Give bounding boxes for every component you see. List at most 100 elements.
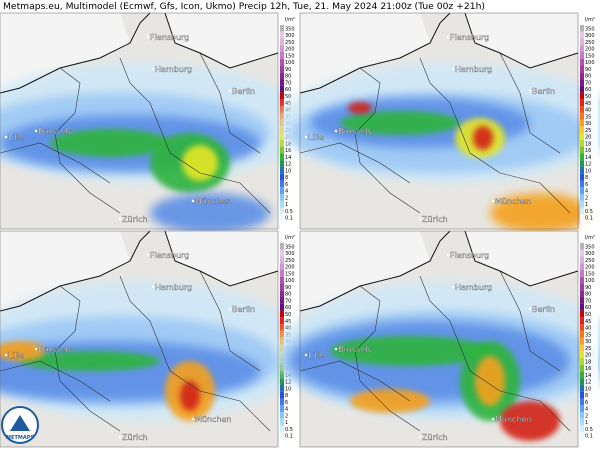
colorbar-unit: l/m²: [585, 235, 595, 241]
colorbar-swatch: [280, 330, 284, 338]
colorbar-swatch: [580, 25, 584, 32]
precip-area: [20, 351, 160, 371]
colorbar-label: 0.1: [285, 216, 293, 222]
colorbar-swatch: [280, 256, 284, 264]
colorbar-label: 70: [285, 80, 291, 86]
colorbar-swatch: [580, 160, 584, 167]
colorbar-swatch: [580, 283, 584, 291]
colorbar-label: 6: [285, 182, 288, 188]
city-dot: [334, 347, 338, 351]
city-dot: [146, 35, 150, 39]
city-label: Brussels: [38, 127, 72, 136]
colorbar-label: 250: [285, 258, 295, 264]
colorbar-swatch: [580, 126, 584, 134]
border-lines: [299, 270, 571, 432]
colorbar-label: 80: [285, 74, 291, 80]
colorbar-label: 150: [285, 271, 295, 277]
colorbar-swatch: [280, 243, 284, 250]
colorbar-swatch: [280, 58, 284, 66]
colorbar-label: 50: [585, 94, 591, 100]
city-label: Hamburg: [455, 283, 492, 292]
city-dot: [334, 129, 338, 133]
title: Metmaps.eu, Multimodel (Ecmwf, Gfs, Icon…: [3, 1, 485, 12]
colorbar-swatch: [580, 357, 584, 365]
colorbar-swatch: [280, 317, 284, 325]
precip-area: [500, 401, 560, 441]
colorbar-swatch: [580, 290, 584, 298]
colorbar-label: 250: [585, 258, 595, 264]
city-dot: [4, 135, 8, 139]
colorbar-label: 300: [285, 33, 295, 39]
colorbar-swatch: [580, 133, 584, 140]
colorbar-swatch: [280, 324, 284, 331]
colorbar-swatch: [580, 276, 584, 284]
colorbar-label: 10: [285, 168, 291, 174]
colorbar-swatch: [580, 58, 584, 66]
colorbar-label: 35: [585, 114, 591, 120]
colorbar-swatch: [280, 146, 284, 154]
colorbar-swatch: [280, 38, 284, 46]
colorbar-label: 12: [585, 380, 591, 386]
colorbar-label: 8: [585, 175, 588, 181]
colorbar-swatch: [580, 411, 584, 419]
colorbar-swatch: [280, 52, 284, 59]
city-label: München: [195, 197, 232, 206]
colorbar-swatch: [580, 351, 584, 358]
colorbar-swatch: [280, 160, 284, 167]
colorbar-label: 16: [585, 148, 591, 154]
colorbar-label: 60: [585, 305, 591, 311]
colorbar-swatch: [580, 65, 584, 73]
city-dot: [451, 67, 455, 71]
colorbar-swatch: [580, 344, 584, 352]
colorbar-label: 350: [585, 26, 595, 32]
colorbar-label: 300: [585, 33, 595, 39]
colorbar-label: 250: [585, 40, 595, 46]
colorbar-label: 0.1: [585, 434, 593, 440]
colorbar-label: 16: [285, 148, 291, 154]
colorbar-label: 40: [585, 326, 591, 332]
colorbar-swatch: [580, 52, 584, 59]
colorbar-label: 2: [285, 413, 288, 419]
colorbar-label: 70: [285, 298, 291, 304]
colorbar-swatch: [280, 133, 284, 140]
colorbar-label: 45: [585, 319, 591, 325]
colorbar-label: 14: [585, 155, 591, 161]
colorbar-swatch: [580, 337, 584, 345]
precip-area: [475, 356, 505, 406]
colorbar-label: 4: [285, 189, 288, 195]
city-dot: [151, 67, 155, 71]
colorbar-label: 0.5: [585, 427, 593, 433]
colorbar-swatch: [280, 200, 284, 208]
colorbar-label: 40: [285, 326, 291, 332]
colorbar-label: 6: [285, 400, 288, 406]
city-label: Hamburg: [455, 65, 492, 74]
colorbar-label: 1: [285, 202, 288, 208]
colorbar-swatch: [580, 243, 584, 250]
city-dot: [418, 435, 422, 439]
colorbar-swatch: [280, 214, 284, 221]
city-dot: [151, 285, 155, 289]
colorbar-swatch: [580, 193, 584, 201]
colorbar-label: 1: [585, 420, 588, 426]
colorbar-swatch: [280, 411, 284, 419]
colorbar-swatch: [580, 364, 584, 372]
colorbar-label: 4: [285, 407, 288, 413]
colorbar-swatch: [280, 384, 284, 392]
colorbar-label: 14: [585, 373, 591, 379]
colorbar-swatch: [280, 180, 284, 188]
colorbar-label: 40: [585, 108, 591, 114]
city-label: Berlin: [232, 87, 255, 96]
colorbar-swatch: [580, 432, 584, 439]
city-label: Flensburg: [150, 251, 189, 260]
colorbar-swatch: [580, 405, 584, 412]
city-label: München: [195, 415, 232, 424]
city-dot: [491, 417, 495, 421]
city-label: Lille: [8, 351, 24, 360]
colorbar-label: 45: [585, 101, 591, 107]
colorbar-label: 150: [585, 271, 595, 277]
colorbar-label: 90: [285, 67, 291, 73]
colorbar-swatch: [580, 146, 584, 154]
city-label: Berlin: [232, 305, 255, 314]
colorbar-swatch: [580, 384, 584, 392]
precip-area: [50, 129, 170, 157]
